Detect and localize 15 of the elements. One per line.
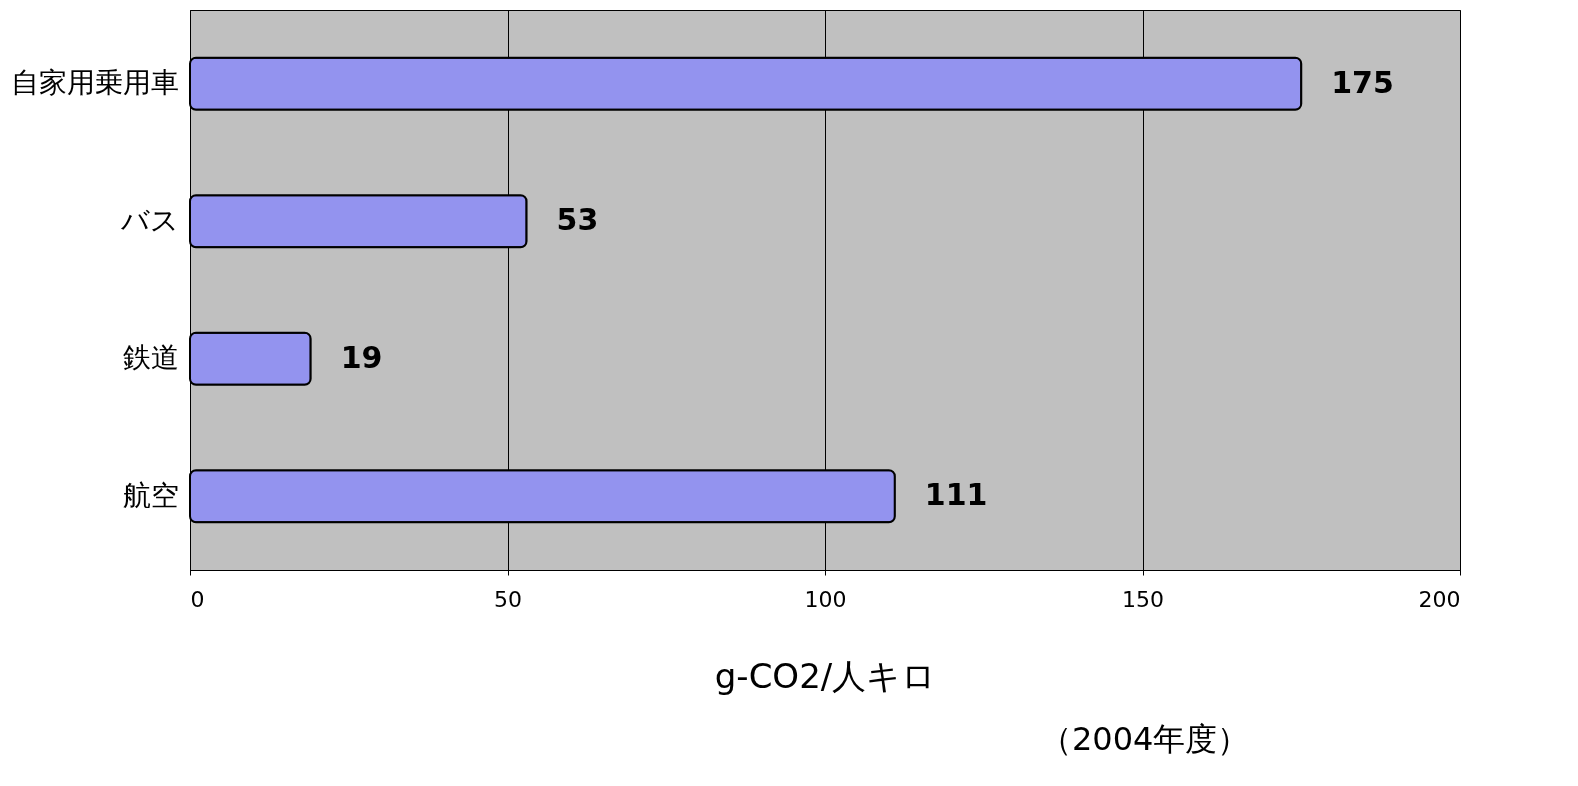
data-label: 175 [1331, 64, 1394, 100]
x-tick-label: 100 [804, 586, 847, 612]
x-axis-title: g-CO2/人キロ [714, 655, 937, 696]
y-tick-label: 航空 [122, 478, 179, 512]
x-tick-label: 0 [190, 586, 205, 612]
x-tick-label: 200 [1418, 586, 1461, 612]
text: （2004年度） [1040, 720, 1250, 758]
data-label: 53 [556, 202, 599, 238]
y-tick-label: 自家用乗用車 [10, 66, 179, 100]
data-label: 111 [924, 477, 988, 513]
data-label: 19 [340, 339, 383, 375]
x-tick-label: 150 [1122, 586, 1164, 612]
y-tick-label: 鉄道 [122, 341, 179, 375]
y-tick-label: バス [119, 203, 179, 237]
x-tick-label: 50 [494, 586, 522, 612]
